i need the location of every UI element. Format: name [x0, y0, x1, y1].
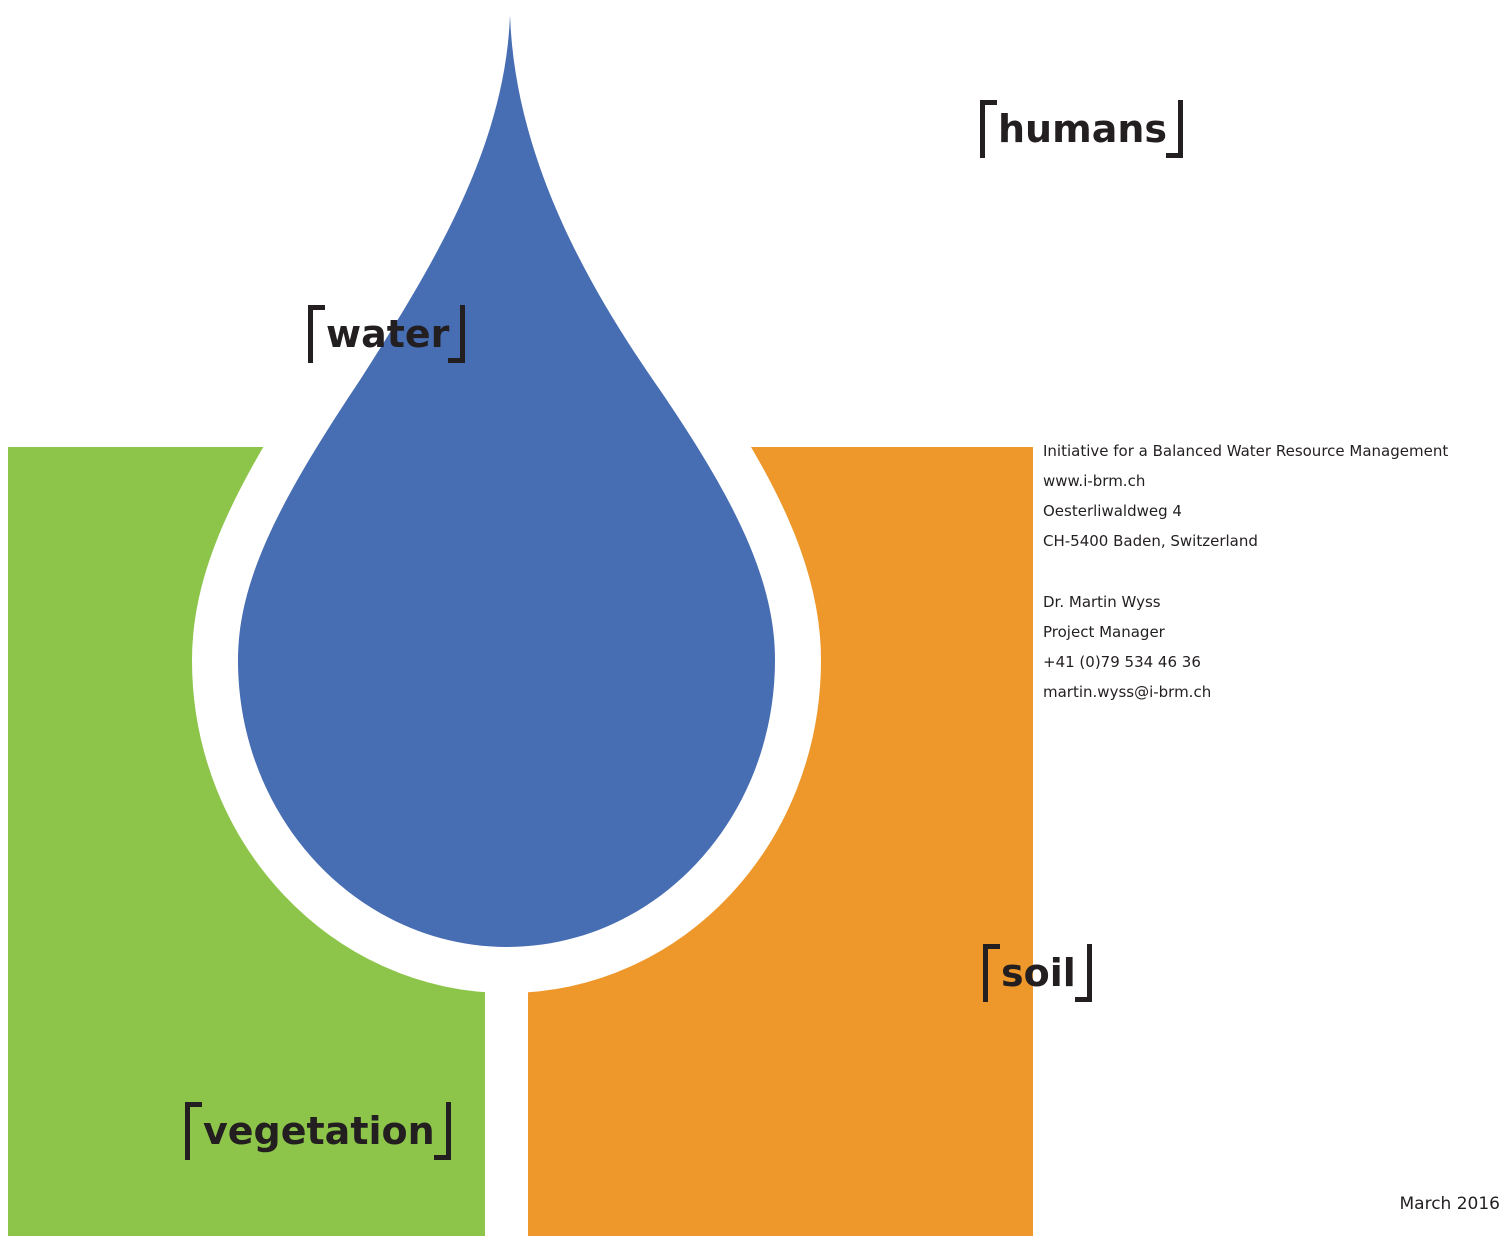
vegetation-label: vegetation — [185, 1102, 451, 1160]
org-name: Initiative for a Balanced Water Resource… — [1043, 442, 1449, 460]
soil-label: soil — [983, 944, 1092, 1002]
contact-name: Dr. Martin Wyss — [1043, 593, 1161, 611]
water-drop — [238, 15, 775, 947]
org-website: www.i-brm.ch — [1043, 472, 1146, 490]
date: March 2016 — [1399, 1194, 1501, 1214]
contact-phone: +41 (0)79 534 46 36 — [1043, 653, 1201, 671]
water-label: water — [308, 305, 466, 363]
org-city: CH-5400 Baden, Switzerland — [1043, 532, 1258, 550]
organization: Initiative for a Balanced Water Resource… — [1043, 436, 1448, 556]
org-street: Oesterliwaldweg 4 — [1043, 502, 1182, 520]
contact-email: martin.wyss@i-brm.ch — [1043, 683, 1212, 701]
contact: Dr. Martin Wyss Project Manager +41 (0)7… — [1043, 587, 1211, 707]
humans-label: humans — [980, 100, 1184, 158]
contact-role: Project Manager — [1043, 623, 1165, 641]
